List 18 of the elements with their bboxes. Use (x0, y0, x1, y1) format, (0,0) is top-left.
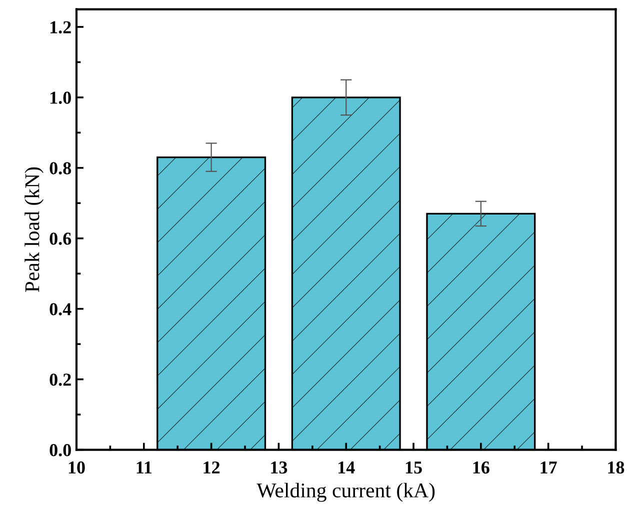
y-tick-label: 1.2 (50, 21, 71, 34)
x-tick-label: 13 (271, 461, 288, 474)
x-tick-label: 16 (473, 461, 490, 474)
x-tick-label: 11 (136, 462, 152, 474)
y-tick-label: 0.4 (50, 303, 72, 316)
y-tick-label: 0.0 (50, 444, 71, 456)
x-tick-label: 18 (608, 461, 624, 474)
y-tick-label: 0.2 (50, 374, 71, 386)
y-tick-label: 1.0 (50, 92, 71, 104)
y-tick-label: 0.8 (50, 162, 72, 174)
x-tick-label: 14 (338, 462, 355, 474)
y-axis-title: Peak load (kN) (24, 167, 44, 292)
x-axis-title: Welding current (kA) (256, 482, 435, 502)
x-tick-label: 12 (204, 461, 220, 474)
x-tick-label: 17 (540, 462, 557, 474)
y-tick-label: 0.6 (50, 232, 72, 245)
x-tick-label: 10 (68, 461, 85, 474)
x-tick-label: 15 (406, 462, 422, 474)
